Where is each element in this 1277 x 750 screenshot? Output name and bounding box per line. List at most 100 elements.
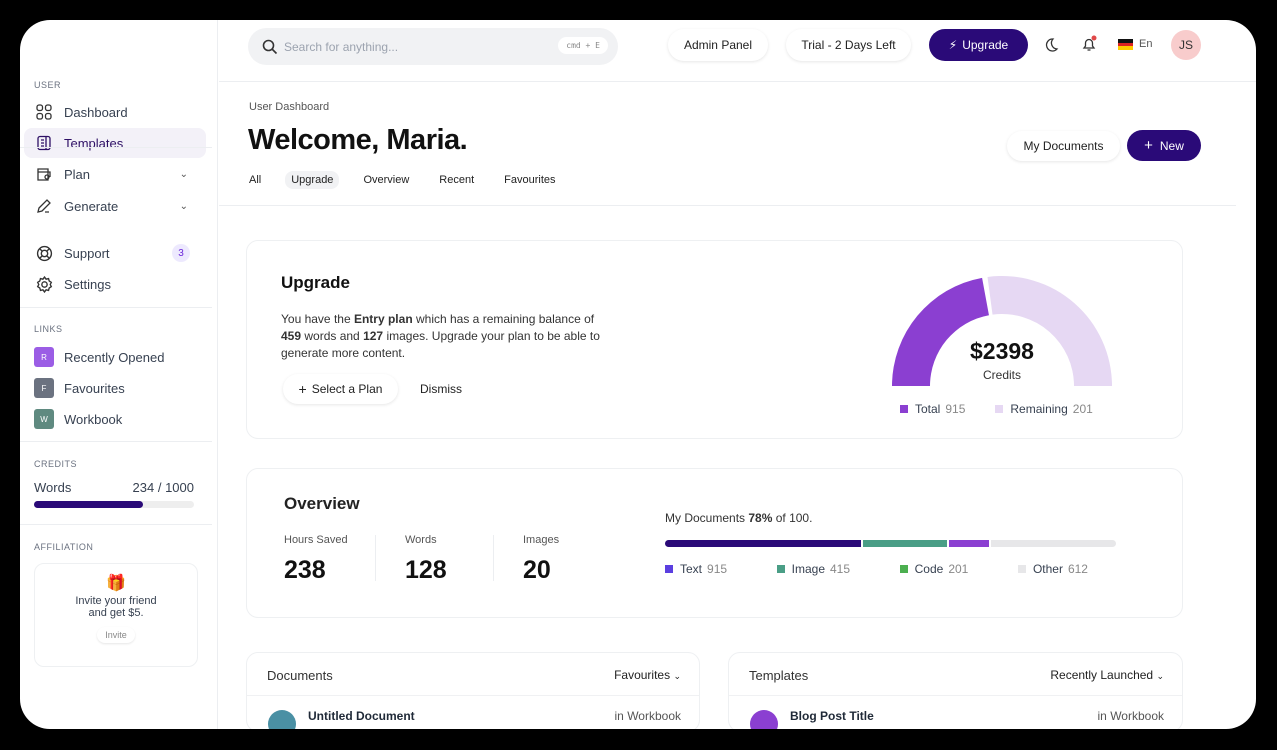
sidebar-item-templates[interactable]: Templates <box>24 128 206 158</box>
link-initial-icon: F <box>34 378 54 398</box>
stat-words: Words 128 <box>405 534 447 585</box>
trial-button[interactable]: Trial - 2 Days Left <box>786 29 911 61</box>
gauge-value: $2398 <box>970 338 1034 364</box>
templates-card: Templates Recently Launched ⌄ Blog Post … <box>728 652 1183 729</box>
documents-usage-text: My Documents 78% of 100. <box>665 511 813 525</box>
invite-reward-text: and get $5. <box>88 607 144 619</box>
moon-icon[interactable] <box>1043 37 1059 53</box>
tab-all[interactable]: All <box>249 174 262 186</box>
legend-total: Total 915 <box>900 402 965 416</box>
sidebar-item-label: Settings <box>64 276 111 292</box>
upgrade-card: Upgrade You have the Entry plan which ha… <box>246 240 1183 439</box>
sidebar: USER Dashboard Templates Plan ⌄ Generate ⌄ Sup… <box>20 20 218 729</box>
search-placeholder: Search for anything... <box>284 39 399 54</box>
link-recently-opened[interactable]: R Recently Opened <box>24 342 206 372</box>
stat-hours-saved: Hours Saved 238 <box>284 534 348 585</box>
grid-icon <box>34 102 54 122</box>
documents-title: Documents <box>267 668 333 683</box>
tab-overview[interactable]: Overview <box>363 174 410 186</box>
template-row-title[interactable]: Blog Post Title <box>790 709 874 723</box>
document-row-title[interactable]: Untitled Document <box>308 709 415 723</box>
stat-label: Words <box>405 534 437 546</box>
link-favourites[interactable]: F Favourites <box>24 373 206 403</box>
document-avatar <box>268 710 296 729</box>
upgrade-description: You have the Entry plan which has a rema… <box>281 312 600 360</box>
sidebar-item-support[interactable]: Support 3 <box>24 238 206 268</box>
tab-favourites[interactable]: Favourites <box>504 174 556 186</box>
upgrade-button[interactable]: ⚡︎ Upgrade <box>929 29 1028 61</box>
search-input[interactable]: Search for anything... cmd + E <box>248 28 618 65</box>
credits-label: Words <box>34 480 72 495</box>
sidebar-item-label: Support <box>64 245 110 261</box>
template-avatar <box>750 710 778 729</box>
overview-title: Overview <box>284 494 360 513</box>
chevron-down-icon[interactable]: ⌄ <box>179 168 188 180</box>
link-workbook[interactable]: W Workbook <box>24 404 206 434</box>
my-documents-button[interactable]: My Documents <box>1007 131 1120 161</box>
section-label-affiliation: AFFILIATION <box>34 542 94 552</box>
sidebar-item-generate[interactable]: Generate ⌄ <box>24 191 206 221</box>
upgrade-title: Upgrade <box>281 273 350 292</box>
lifebuoy-icon <box>34 243 54 263</box>
stat-value: 20 <box>523 556 551 584</box>
support-count-badge: 3 <box>172 244 190 262</box>
legend-text: Text 915 <box>665 562 727 576</box>
segment-text <box>665 540 861 547</box>
new-button[interactable]: + New <box>1127 130 1201 161</box>
chevron-down-icon[interactable]: ⌄ <box>179 200 188 212</box>
select-plan-label: Select a Plan <box>311 382 383 396</box>
pen-icon <box>34 196 54 216</box>
section-label-user: USER <box>34 80 62 90</box>
sidebar-item-settings[interactable]: Settings <box>24 269 206 299</box>
sidebar-item-label: Plan <box>64 166 91 182</box>
link-label: Favourites <box>64 380 125 396</box>
legend-code: Code 201 <box>899 562 968 576</box>
app-window: USER Dashboard Templates Plan ⌄ Generate ⌄ Sup… <box>20 20 1256 729</box>
language-selector[interactable]: En <box>1139 38 1153 50</box>
sidebar-item-label: Generate <box>64 198 119 214</box>
segment-other <box>991 540 1116 547</box>
sidebar-item-label: Dashboard <box>64 104 128 120</box>
stat-value: 238 <box>284 556 326 584</box>
top-bar: Search for anything... cmd + E Admin Pan… <box>219 20 1256 82</box>
avatar[interactable]: JS <box>1171 30 1201 60</box>
stat-label: Images <box>523 534 560 546</box>
documents-filter-dropdown[interactable]: Favourites ⌄ <box>614 668 681 682</box>
tab-upgrade[interactable]: Upgrade <box>285 171 340 189</box>
bolt-icon: ⚡︎ <box>948 38 958 52</box>
affiliation-card: 🎁 Invite your friend and get $5. Invite <box>34 563 198 667</box>
stat-images: Images 20 <box>523 534 559 585</box>
templates-title: Templates <box>749 668 809 683</box>
plus-icon: + <box>298 381 307 397</box>
search-shortcut: cmd + E <box>558 37 608 54</box>
gauge-label: Credits <box>982 368 1021 382</box>
sidebar-item-label: Templates <box>64 135 124 151</box>
templates-filter-dropdown[interactable]: Recently Launched ⌄ <box>1050 668 1164 682</box>
upgrade-label: Upgrade <box>962 38 1009 52</box>
invite-text: Invite your friend <box>75 595 157 607</box>
bell-icon[interactable] <box>1080 35 1098 53</box>
legend-other: Other 612 <box>1017 562 1088 576</box>
dismiss-button[interactable]: Dismiss <box>420 382 462 396</box>
admin-panel-button[interactable]: Admin Panel <box>668 29 768 61</box>
gift-icon: 🎁 <box>106 575 126 592</box>
stat-value: 128 <box>405 556 447 584</box>
tab-recent[interactable]: Recent <box>439 174 475 186</box>
document-row-meta: in Workbook <box>614 709 681 723</box>
invite-button[interactable]: Invite <box>97 627 135 643</box>
link-initial-icon: W <box>34 409 54 429</box>
section-label-credits: CREDITS <box>34 459 78 469</box>
legend-remaining: Remaining 201 <box>995 402 1093 416</box>
documents-usage-bar <box>665 540 1116 547</box>
chevron-down-icon: ⌄ <box>1156 671 1164 681</box>
main-content: User Dashboard Welcome, Maria. All Upgrad… <box>219 82 1256 729</box>
sidebar-item-plan[interactable]: Plan ⌄ <box>24 159 206 189</box>
new-label: New <box>1159 138 1184 153</box>
credits-value: 234 / 1000 <box>132 480 194 495</box>
select-plan-button[interactable]: + Select a Plan <box>283 374 398 404</box>
credits-gauge <box>892 276 1112 386</box>
gauge-total-arc <box>892 277 989 386</box>
overview-card: Overview Hours Saved 238 Words 128 Images 20 … <box>246 468 1183 618</box>
breadcrumb: User Dashboard <box>249 101 330 113</box>
sidebar-item-dashboard[interactable]: Dashboard <box>24 97 206 127</box>
